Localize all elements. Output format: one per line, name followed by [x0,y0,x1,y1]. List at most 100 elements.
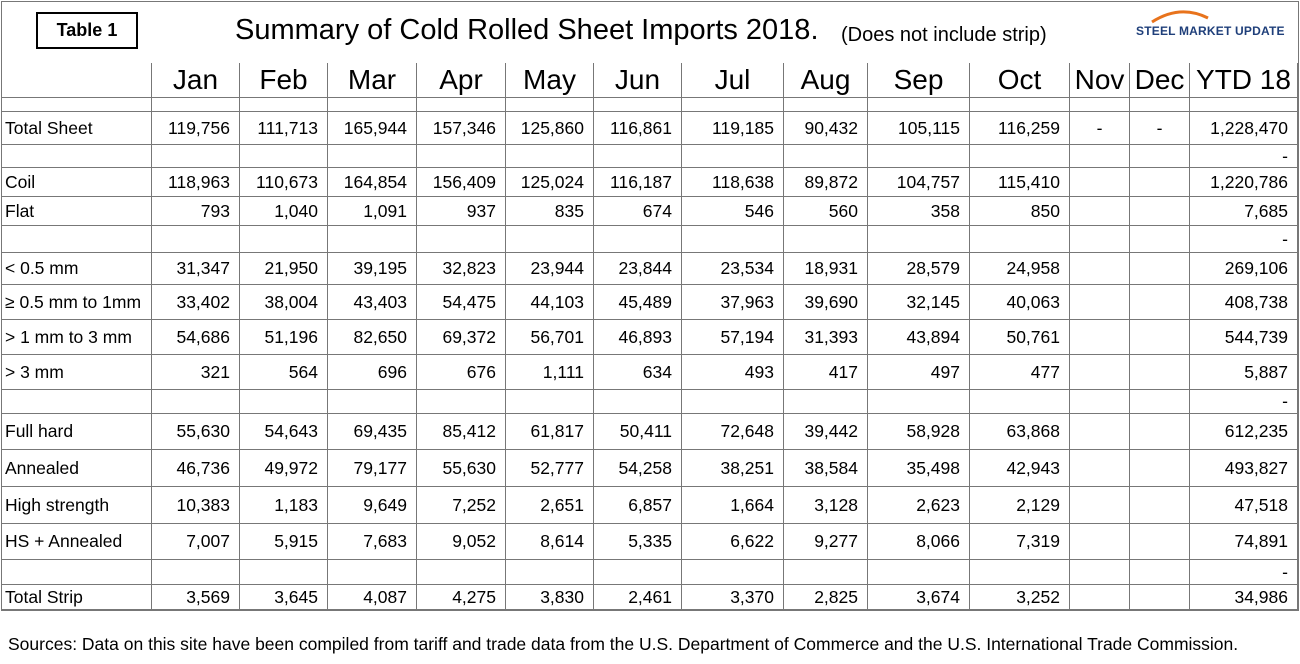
table-cell: 57,194 [682,320,784,355]
table-cell: 546 [682,197,784,226]
table-cell: 110,673 [240,168,328,197]
table-cell: 2,623 [868,487,970,524]
table-cell: 560 [784,197,868,226]
table-cell [240,390,328,414]
table-cell [506,145,594,168]
table-cell: 34,986 [1190,585,1298,610]
table-cell: 2,825 [784,585,868,610]
table-cell: 33,402 [152,285,240,320]
table-cell [506,560,594,585]
table-cell: 937 [417,197,506,226]
table-cell [417,560,506,585]
table-cell [594,390,682,414]
table-cell [1130,355,1190,390]
spacer-cell [970,98,1070,112]
logo-swoosh [1151,10,1209,24]
column-header: Dec [1130,63,1190,98]
table-cell [970,145,1070,168]
table-cell [784,390,868,414]
table-cell: - [1190,390,1298,414]
table-cell [1070,285,1130,320]
table-cell: 9,052 [417,524,506,560]
table-cell [1070,450,1130,487]
table-cell: 44,103 [506,285,594,320]
table-cell: 58,928 [868,414,970,450]
table-cell [1070,197,1130,226]
table-cell: - [1190,226,1298,253]
table-cell: 74,891 [1190,524,1298,560]
table-cell: 23,944 [506,253,594,285]
table-cell: 1,091 [328,197,417,226]
table-cell [1130,320,1190,355]
table-cell: 52,777 [506,450,594,487]
table-cell: 116,259 [970,112,1070,145]
table-cell [152,560,240,585]
table-cell: 54,475 [417,285,506,320]
table-cell: 358 [868,197,970,226]
row-label [1,145,152,168]
table-cell: 35,498 [868,450,970,487]
spacer-cell [417,98,506,112]
column-header: May [506,63,594,98]
table-cell: 24,958 [970,253,1070,285]
table-label: Table 1 [36,12,138,49]
table-cell: 28,579 [868,253,970,285]
table-cell: 46,893 [594,320,682,355]
table-cell [784,226,868,253]
table-cell [1070,145,1130,168]
table-cell: 10,383 [152,487,240,524]
table-cell: 40,063 [970,285,1070,320]
table-cell: 408,738 [1190,285,1298,320]
table-cell [868,145,970,168]
table-cell: 696 [328,355,417,390]
table-cell: 1,183 [240,487,328,524]
table-cell [417,145,506,168]
table-cell: 82,650 [328,320,417,355]
table-cell [970,390,1070,414]
table-cell: 23,534 [682,253,784,285]
table-cell: 50,761 [970,320,1070,355]
table-cell: 544,739 [1190,320,1298,355]
row-label: High strength [1,487,152,524]
table-cell [682,390,784,414]
table-cell: 119,756 [152,112,240,145]
table-cell: 564 [240,355,328,390]
table-cell [152,226,240,253]
table-cell: 31,393 [784,320,868,355]
spacer-cell [1190,98,1298,112]
table-cell: 51,196 [240,320,328,355]
table-cell [682,560,784,585]
column-header: Jan [152,63,240,98]
spacer-cell [1,98,152,112]
table-cell: 8,066 [868,524,970,560]
table-cell [1130,168,1190,197]
table-cell: 43,403 [328,285,417,320]
table-cell: 32,145 [868,285,970,320]
table-cell [970,560,1070,585]
table-cell: 7,252 [417,487,506,524]
row-label: Annealed [1,450,152,487]
table-cell: 793 [152,197,240,226]
table-cell: 85,412 [417,414,506,450]
column-header: Mar [328,63,417,98]
logo: STEEL MARKET UPDATE [1136,24,1285,38]
table-cell: 38,584 [784,450,868,487]
table-cell [1070,226,1130,253]
table-cell [682,226,784,253]
spacer-cell [1070,98,1130,112]
table-cell: 56,701 [506,320,594,355]
table-cell: 116,187 [594,168,682,197]
spacer-cell [240,98,328,112]
table-cell [1070,390,1130,414]
table-cell: 321 [152,355,240,390]
table-cell: 7,007 [152,524,240,560]
table-cell: 9,649 [328,487,417,524]
table-cell [594,560,682,585]
column-header: Nov [1070,63,1130,98]
table-cell: 2,129 [970,487,1070,524]
table-cell: 21,950 [240,253,328,285]
table-cell [328,390,417,414]
table-cell: 54,686 [152,320,240,355]
table-cell: 90,432 [784,112,868,145]
